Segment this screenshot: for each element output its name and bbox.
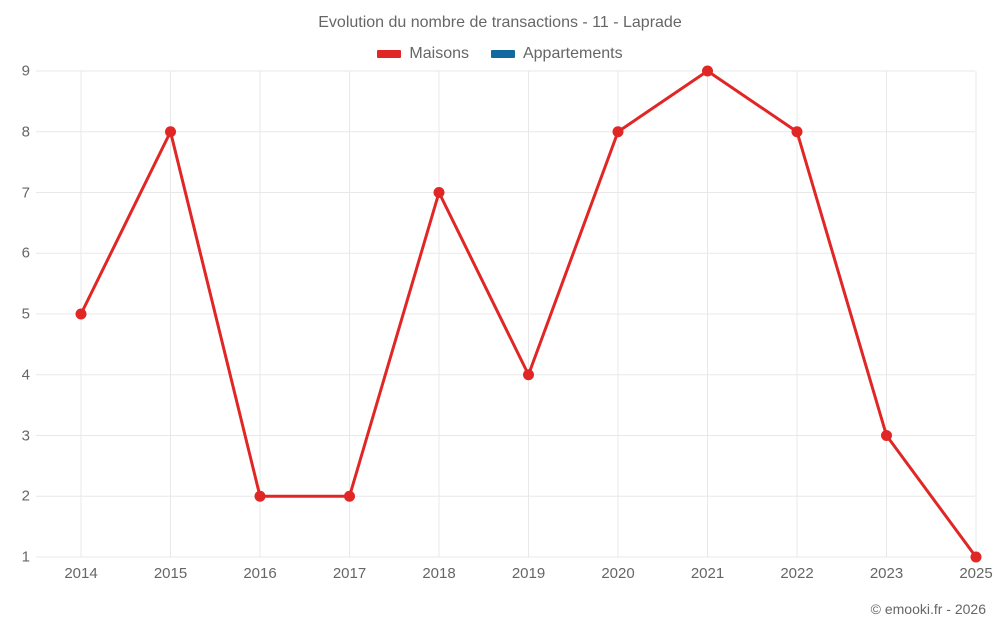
legend-item-appartements[interactable]: Appartements [490,45,623,63]
data-point-marker[interactable] [433,187,445,198]
series-maisons [75,65,982,563]
y-tick-label: 8 [21,123,30,141]
legend-swatch-icon [490,50,515,58]
data-point-marker[interactable] [702,65,713,77]
y-tick-label: 2 [21,487,30,505]
x-tick-label: 2016 [243,565,277,582]
data-point-marker[interactable] [523,369,534,381]
copyright-footer: © emooki.fr - 2026 [870,601,986,617]
grid-lines [36,70,977,558]
x-tick-label: 2021 [690,565,725,582]
data-point-marker[interactable] [970,551,982,563]
chart-title: Evolution du nombre de transactions - 11… [318,14,682,31]
data-point-marker[interactable] [881,430,892,441]
x-tick-label: 2015 [153,565,188,582]
legend-label: Appartements [522,45,623,62]
legend-item-maisons[interactable]: Maisons [377,45,469,63]
legend-label: Maisons [409,45,469,62]
y-tick-label: 7 [21,184,30,201]
data-point-marker[interactable] [344,490,355,502]
y-tick-label: 9 [21,62,30,80]
x-tick-label: 2022 [780,565,814,582]
x-tick-label: 2017 [332,565,367,582]
data-point-marker[interactable] [612,126,624,138]
x-tick-label: 2025 [959,565,993,582]
chart-plot-svg [36,65,982,563]
x-axis-labels: 2014 2015 2016 2017 2018 2019 2020 2021 2022 2023… [36,565,992,587]
y-tick-label: 5 [21,305,30,323]
y-tick-label: 3 [21,427,30,444]
plot-area [36,65,982,563]
data-point-marker[interactable] [791,126,803,138]
x-tick-label: 2014 [64,565,98,582]
x-tick-label: 2020 [601,565,635,582]
y-tick-label: 4 [21,366,30,384]
x-tick-label: 2019 [511,565,546,582]
y-axis-labels: 1 2 3 4 5 6 7 8 9 [0,63,30,566]
y-tick-label: 6 [21,244,30,262]
data-point-marker[interactable] [75,308,87,320]
legend-swatch-icon [377,50,402,58]
data-point-marker[interactable] [254,490,266,502]
data-point-marker[interactable] [165,126,176,138]
x-tick-label: 2023 [869,565,904,582]
chart-legend: Maisons Appartements [0,45,1000,63]
x-tick-label: 2018 [422,565,456,582]
y-tick-label: 1 [21,548,30,566]
